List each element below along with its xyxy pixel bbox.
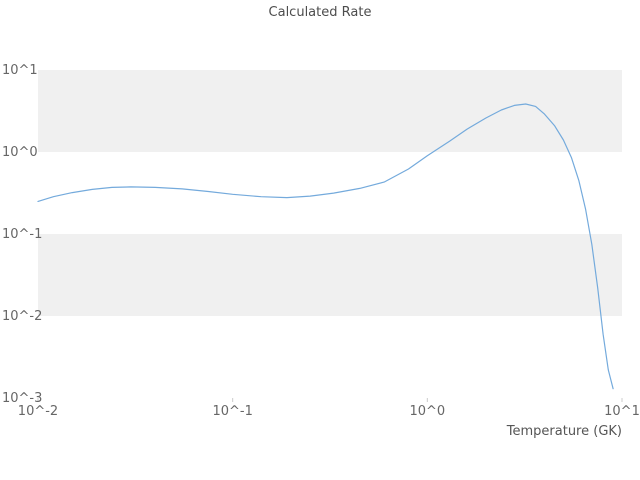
chart-title: Calculated Rate [268,5,372,20]
y-tick-label: 10^-3 [2,391,42,406]
y-tick-label: 10^1 [2,63,38,78]
y-tick-label: 10^-2 [2,309,42,324]
x-tick-label: 10^-1 [212,404,252,419]
rate-curve [37,103,614,390]
plot-band [38,70,622,152]
plot-band [38,234,622,316]
x-tick-label: 10^-2 [18,404,58,419]
y-tick-label: 10^0 [2,145,38,160]
y-tick-label: 10^-1 [2,227,42,242]
x-tick-label: 10^1 [604,404,640,419]
x-axis-label: Temperature (GK) [506,424,622,439]
x-tick-label: 10^0 [409,404,445,419]
